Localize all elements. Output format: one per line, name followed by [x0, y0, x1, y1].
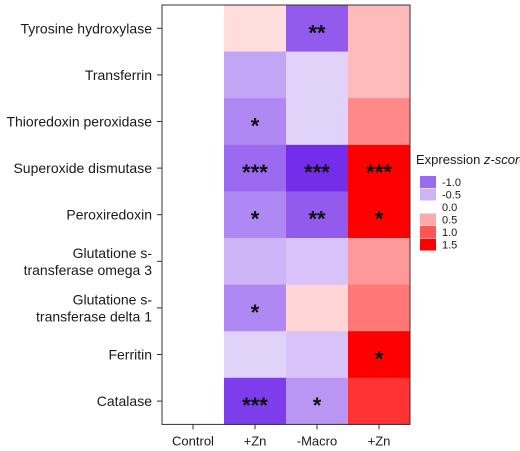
y-tick-label: Glutatione s-transferase omega 3 — [24, 245, 153, 278]
x-axis: Control+Zn-Macro+Zn-Macro — [172, 424, 399, 451]
legend-label: 0.5 — [442, 215, 457, 227]
heatmap-cells — [224, 5, 411, 425]
significance-label: * — [251, 114, 260, 139]
heatmap-cell — [224, 331, 287, 379]
x-tick-label: -Macro — [297, 433, 337, 448]
y-tick-label: Tyrosine hydroxylase — [20, 20, 152, 36]
y-tick-label: Transferrin — [85, 67, 152, 83]
significance-label: * — [375, 207, 384, 232]
heatmap-cell — [286, 191, 349, 239]
legend-label: 0.0 — [442, 202, 457, 214]
heatmap-cell — [286, 144, 349, 192]
heatmap-cell — [286, 5, 349, 53]
legend-label: 1.0 — [442, 227, 457, 239]
significance-label: ** — [308, 20, 326, 45]
legend: Expression z-score -1.0-0.50.00.51.01.5 — [416, 152, 520, 252]
legend-title: Expression z-score — [416, 152, 520, 167]
heatmap-cell — [224, 5, 287, 53]
heatmap-cell — [224, 238, 287, 286]
heatmap-cell — [286, 377, 349, 425]
legend-swatch — [420, 176, 436, 188]
heatmap-cell — [286, 331, 349, 379]
heatmap-cell — [224, 191, 287, 239]
y-tick-label: Superoxide dismutase — [13, 160, 152, 176]
heatmap-cell — [224, 144, 287, 192]
legend-swatch — [420, 226, 436, 238]
y-tick-label: Ferritin — [108, 347, 152, 363]
y-tick-label: Glutatione s-transferase delta 1 — [36, 291, 152, 324]
y-tick-label: Thioredoxin peroxidase — [6, 114, 152, 130]
significance-markers: ****** *** **** ** ****** * — [242, 20, 392, 418]
significance-label: * — [251, 300, 260, 325]
heatmap-cell — [286, 51, 349, 99]
heatmap-cell — [286, 284, 349, 332]
legend-swatch — [420, 213, 436, 226]
heatmap-cell — [348, 284, 411, 332]
heatmap-cell — [224, 284, 287, 332]
significance-label: * — [375, 347, 384, 372]
significance-label: * — [251, 207, 260, 232]
legend-label: -0.5 — [442, 190, 461, 202]
heatmap-cell — [348, 144, 411, 192]
heatmap-cell — [348, 98, 411, 146]
y-tick-label: Peroxiredoxin — [66, 207, 152, 223]
heatmap-cell — [348, 191, 411, 239]
heatmap-cell — [224, 98, 287, 146]
heatmap-cell — [224, 51, 287, 99]
heatmap-cell — [224, 377, 287, 425]
y-tick-label: Catalase — [97, 393, 152, 409]
significance-label: *** — [366, 160, 392, 185]
legend-swatch — [420, 201, 436, 213]
x-tick-label: +Zn — [244, 433, 267, 448]
significance-label: ** — [308, 207, 326, 232]
heatmap-cell — [286, 238, 349, 286]
x-tick-label: +Zn-Macro — [359, 433, 399, 451]
significance-label: *** — [304, 160, 330, 185]
significance-label: *** — [242, 160, 268, 185]
legend-label: 1.5 — [442, 240, 457, 252]
significance-label: * — [313, 393, 322, 418]
heatmap-cell — [348, 238, 411, 286]
y-axis: Tyrosine hydroxylase Transferrin Thioredox… — [6, 20, 162, 409]
heatmap-cell — [348, 331, 411, 379]
heatmap-cell — [348, 5, 411, 53]
heatmap-cell — [348, 51, 411, 99]
heatmap-cell — [348, 377, 411, 425]
x-tick-label: Control — [172, 433, 214, 448]
heatmap-cell — [286, 98, 349, 146]
legend-swatch — [420, 188, 436, 201]
legend-label: -1.0 — [442, 177, 461, 189]
legend-swatch — [420, 238, 436, 251]
significance-label: *** — [242, 393, 268, 418]
